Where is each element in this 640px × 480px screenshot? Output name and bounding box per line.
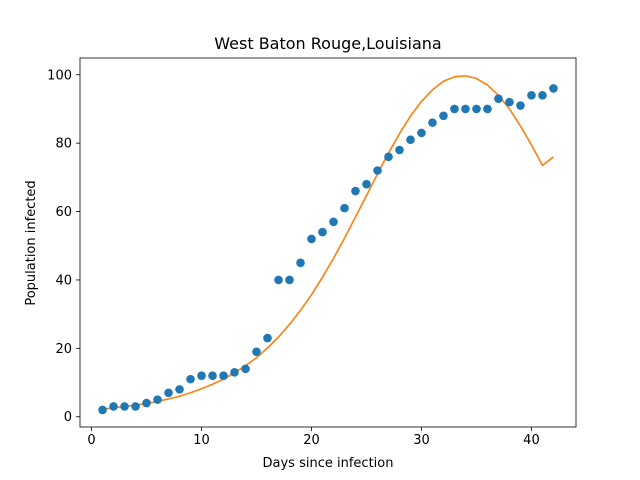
plot-area xyxy=(79,57,577,428)
data-point xyxy=(329,217,338,227)
chart-title: West Baton Rouge,Louisiana xyxy=(214,34,441,53)
data-point xyxy=(241,364,250,374)
y-tick-label: 40 xyxy=(55,273,72,288)
data-point xyxy=(307,234,316,244)
y-tick-label: 60 xyxy=(55,205,72,220)
data-point xyxy=(538,90,547,100)
data-point xyxy=(131,402,140,411)
data-point xyxy=(230,367,239,377)
data-point xyxy=(395,145,404,155)
data-point xyxy=(428,118,437,127)
data-point xyxy=(384,152,393,162)
data-point xyxy=(417,128,426,138)
data-point xyxy=(505,97,514,107)
y-tick-label: 80 xyxy=(55,137,72,152)
data-point xyxy=(197,371,206,381)
data-point xyxy=(219,371,228,381)
data-point xyxy=(318,227,327,237)
data-point xyxy=(516,101,525,110)
data-point xyxy=(549,84,558,93)
data-point xyxy=(362,179,371,189)
data-point xyxy=(285,275,294,285)
data-point xyxy=(461,104,470,114)
x-tick-label: 40 xyxy=(523,433,540,448)
y-tick-label: 100 xyxy=(47,68,72,83)
data-point xyxy=(527,90,536,100)
data-point xyxy=(373,166,382,175)
data-point xyxy=(472,104,481,114)
data-point xyxy=(98,405,107,415)
data-point xyxy=(120,402,129,411)
data-point xyxy=(153,395,162,404)
x-tick-label: 30 xyxy=(413,433,430,448)
x-axis: 0 10 20 30 40 xyxy=(87,427,540,448)
x-tick-label: 20 xyxy=(303,433,320,448)
y-axis: 0 20 40 60 80 100 xyxy=(47,68,80,425)
data-point xyxy=(351,186,360,196)
y-tick-label: 20 xyxy=(55,342,72,357)
x-axis-label: Days since infection xyxy=(263,456,394,471)
fitted-curve-line xyxy=(102,74,554,411)
y-tick-label: 0 xyxy=(64,410,72,425)
data-point xyxy=(142,398,151,408)
data-point xyxy=(450,104,459,114)
data-point xyxy=(109,402,118,411)
data-point xyxy=(164,388,173,398)
data-point xyxy=(340,203,349,213)
data-point xyxy=(263,333,272,343)
data-point xyxy=(483,104,492,114)
data-point xyxy=(494,94,503,103)
plot-frame xyxy=(79,57,577,428)
data-point xyxy=(208,371,217,381)
x-tick-label: 10 xyxy=(193,433,210,448)
data-point xyxy=(252,347,261,357)
x-tick-label: 0 xyxy=(87,433,95,448)
data-point xyxy=(175,385,184,394)
data-point xyxy=(274,275,283,285)
data-point xyxy=(186,374,195,384)
data-point xyxy=(296,258,305,268)
data-point xyxy=(406,135,415,145)
data-point xyxy=(439,111,448,121)
y-axis-label: Population infected xyxy=(24,180,39,305)
